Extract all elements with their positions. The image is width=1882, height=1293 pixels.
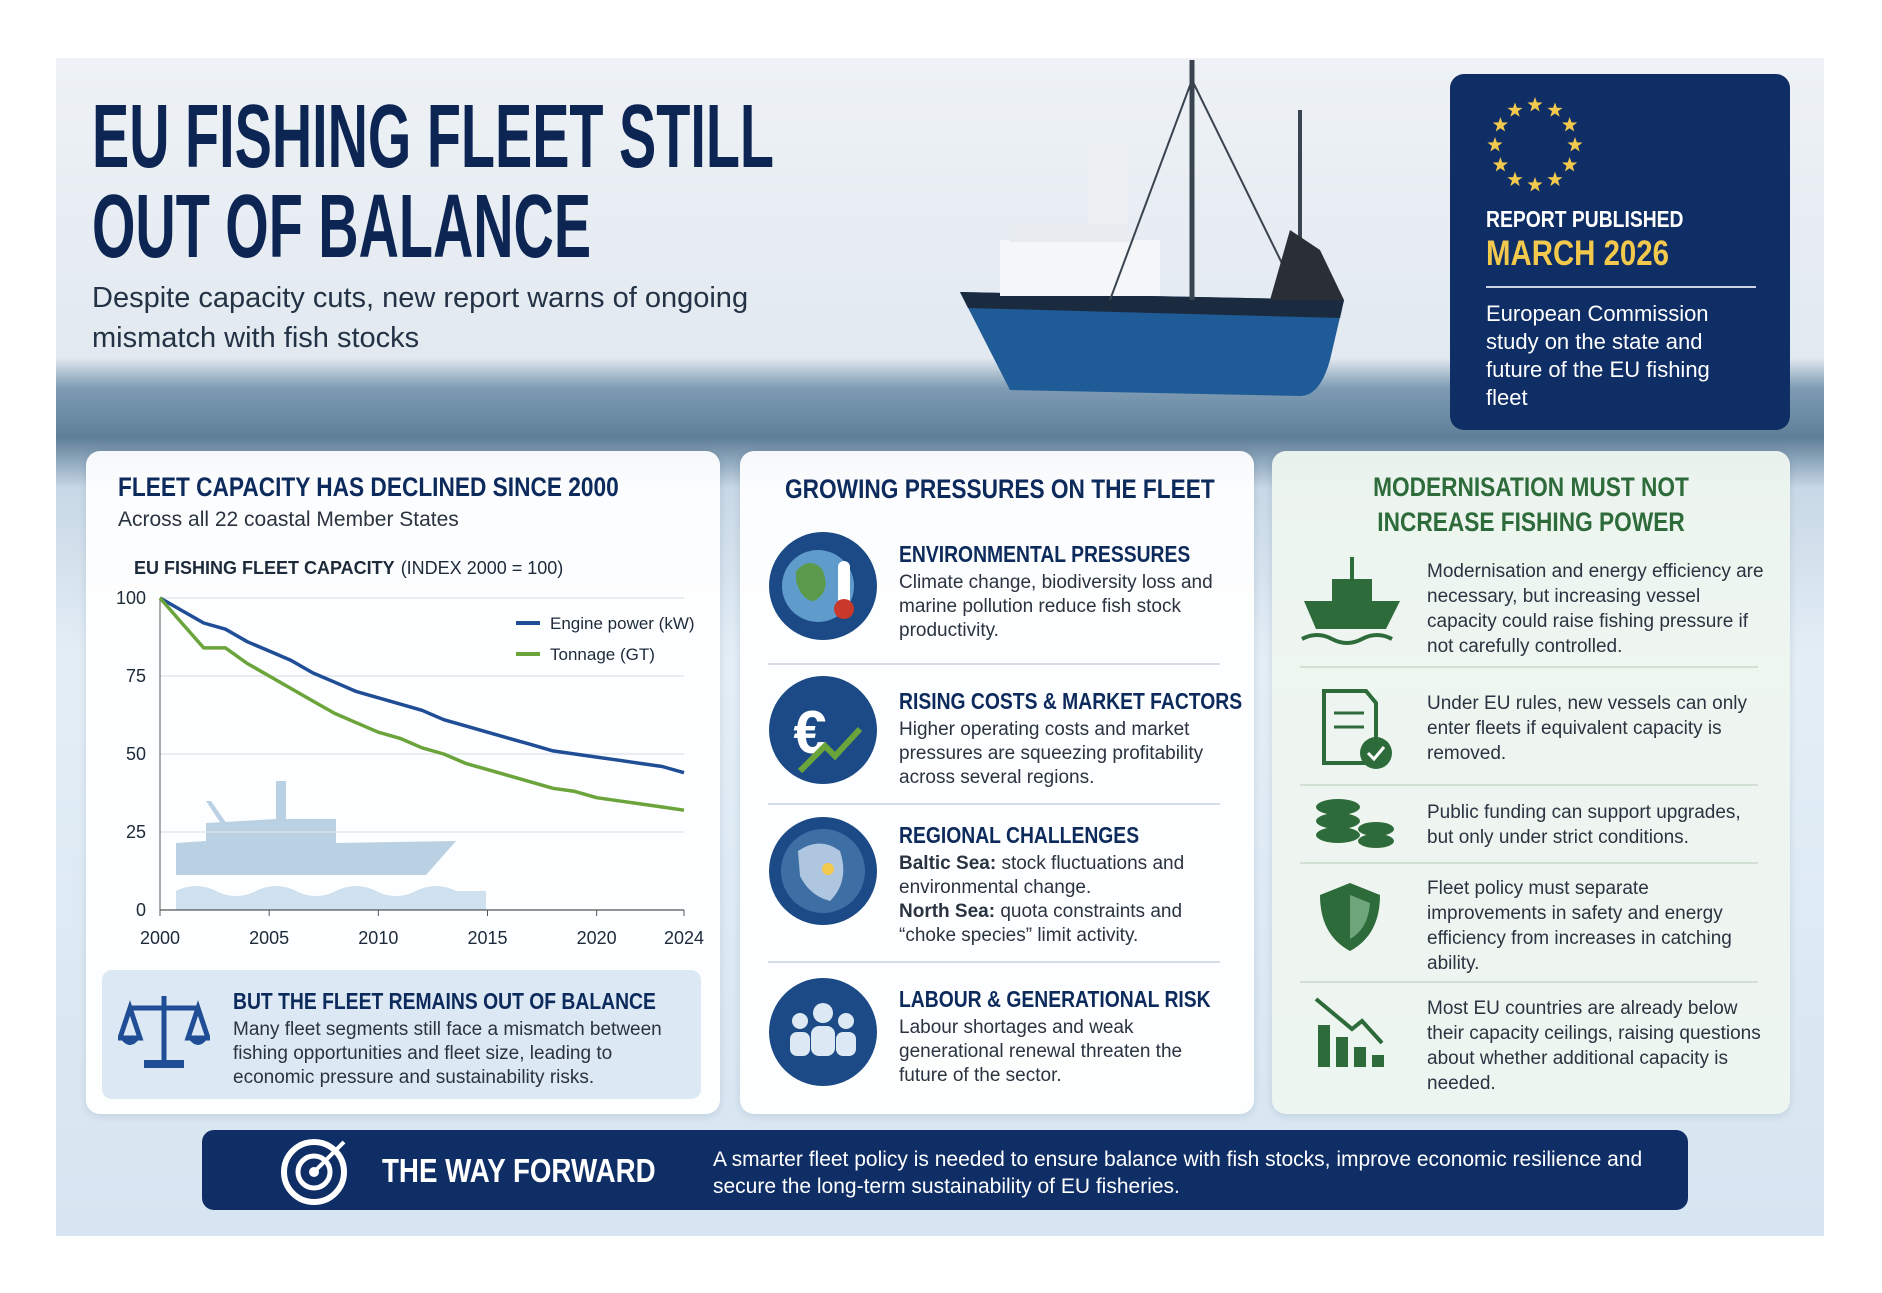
x-tick-label: 2005: [249, 928, 289, 948]
title-line: OUT OF BALANCE: [92, 177, 592, 277]
footer-title: THE WAY FORWARD: [382, 1152, 656, 1189]
icon: €: [769, 676, 877, 784]
star: [1527, 97, 1543, 112]
middle-icons: €: [768, 532, 1220, 1086]
series-line: [158, 596, 685, 812]
item-text: Under EU rules, new vessels can only ent…: [1427, 693, 1747, 764]
title-line: EU FISHING FLEET STILL: [92, 87, 774, 187]
y-tick-label: 100: [116, 588, 146, 608]
ship-illustration: [960, 60, 1344, 396]
region-text: stock fluctuations and environmental cha…: [899, 853, 1185, 898]
region-entry: North Sea: quota constraints and “choke …: [899, 900, 1229, 948]
scale-icon: [118, 996, 210, 1068]
divider: [1486, 286, 1756, 288]
legend-label: Engine power (kW): [550, 614, 695, 633]
report-description: European Commission study on the state a…: [1486, 301, 1710, 410]
legend-label: Tonnage (GT): [550, 645, 655, 664]
heading-line: INCREASE FISHING POWER: [1377, 507, 1685, 537]
chart-title-main: EU FISHING FLEET CAPACITY: [134, 558, 395, 578]
item-text: Fleet policy must separate improvements …: [1427, 878, 1732, 974]
footer-bar: THE WAY FORWARD A smarter fleet policy i…: [202, 1130, 1688, 1210]
heading-line: MODERNISATION MUST NOT: [1373, 472, 1689, 502]
item-text: Labour shortages and weak generational r…: [899, 1017, 1183, 1086]
chart-title-note: (INDEX 2000 = 100): [401, 558, 564, 578]
star: [1492, 157, 1508, 172]
star: [1507, 102, 1523, 117]
region-text: quota constraints and “choke species” li…: [899, 901, 1183, 946]
report-box: REPORT PUBLISHED MARCH 2026 European Com…: [1450, 74, 1790, 430]
item-title: RISING COSTS & MARKET FACTORS: [899, 688, 1243, 714]
icon: [1301, 557, 1400, 645]
item-text: Baltic Sea: stock fluctuations and envir…: [899, 852, 1229, 948]
x-tick-label: 2020: [577, 928, 617, 948]
star: [1507, 171, 1523, 187]
panel-heading: MODERNISATION MUST NOT INCREASE FISHING …: [1272, 470, 1790, 540]
star: [1487, 137, 1503, 152]
star: [1547, 171, 1563, 187]
icon: [1322, 689, 1392, 769]
report-label: REPORT PUBLISHED: [1486, 206, 1684, 232]
right-panel: [1272, 451, 1790, 1114]
x-tick-label: 2010: [358, 928, 398, 948]
icon: [769, 532, 877, 640]
item-title: ENVIRONMENTAL PRESSURES: [899, 541, 1191, 567]
ship-decoration: [176, 781, 456, 875]
callout-title: BUT THE FLEET REMAINS OUT OF BALANCE: [233, 988, 656, 1014]
star: [1547, 102, 1563, 117]
item-text: Higher operating costs and market pressu…: [899, 719, 1204, 788]
item-title: REGIONAL CHALLENGES: [899, 822, 1140, 848]
item-text: Most EU countries are already below thei…: [1427, 998, 1761, 1094]
panel-subheading: Across all 22 coastal Member States: [118, 508, 459, 531]
star: [1527, 177, 1543, 192]
star: [1492, 117, 1508, 132]
y-tick-label: 75: [126, 666, 146, 686]
item-text: Modernisation and energy efficiency are …: [1427, 561, 1764, 657]
item-text: Public funding can support upgrades, but…: [1427, 802, 1741, 848]
region-label: Baltic Sea:: [899, 853, 997, 874]
subtitle: Despite capacity cuts, new report warns …: [92, 282, 749, 354]
item-title: LABOUR & GENERATIONAL RISK: [899, 986, 1211, 1012]
callout-text: Many fleet segments still face a mismatc…: [233, 1019, 662, 1088]
y-tick-label: 25: [126, 822, 146, 842]
series-line: [159, 596, 685, 775]
region-label: North Sea:: [899, 901, 996, 922]
x-tick-label: 2024: [664, 928, 704, 948]
chart: EU FISHING FLEET CAPACITY (INDEX 2000 = 1…: [116, 558, 704, 948]
target-icon: [281, 1139, 347, 1205]
title: EU FISHING FLEET STILL OUT OF BALANCE: [92, 92, 1192, 272]
y-tick-label: 50: [126, 744, 146, 764]
icon: [1316, 799, 1394, 848]
chart-title: EU FISHING FLEET CAPACITY (INDEX 2000 = 1…: [134, 558, 563, 578]
star: [1562, 117, 1578, 132]
eu-stars: [1487, 97, 1583, 192]
svg-text:€: €: [793, 699, 826, 766]
region-entry: Baltic Sea: stock fluctuations and envir…: [899, 852, 1229, 900]
star: [1567, 137, 1583, 152]
item-text: Climate change, biodiversity loss and ma…: [899, 572, 1213, 641]
icon: [1314, 997, 1384, 1067]
icon: [1320, 883, 1380, 951]
footer-text: A smarter fleet policy is needed to ensu…: [713, 1148, 1643, 1198]
x-tick-label: 2015: [467, 928, 507, 948]
icon: [769, 817, 877, 925]
report-date: MARCH 2026: [1486, 234, 1670, 273]
panel-heading: GROWING PRESSURES ON THE FLEET: [785, 474, 1215, 504]
star: [1562, 157, 1578, 172]
icon: [769, 978, 877, 1086]
panel-heading: FLEET CAPACITY HAS DECLINED SINCE 2000: [118, 472, 619, 502]
callout: [102, 970, 701, 1099]
x-tick-label: 2000: [140, 928, 180, 948]
y-tick-label: 0: [136, 900, 146, 920]
water-decoration: [176, 886, 486, 910]
right-icons: [1300, 557, 1758, 1067]
